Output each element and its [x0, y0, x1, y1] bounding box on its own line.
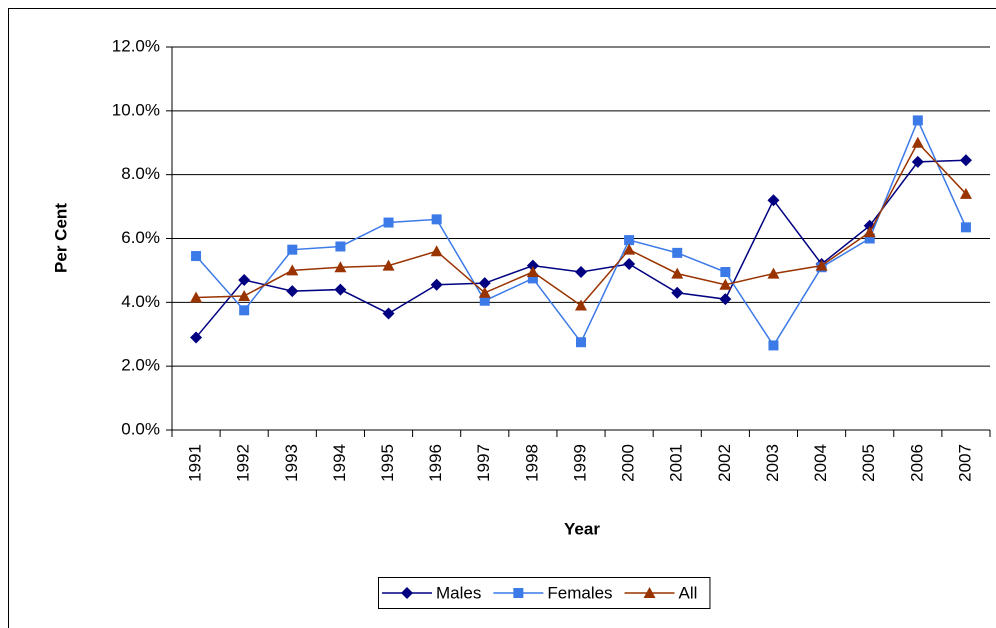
marker	[575, 299, 587, 311]
marker	[239, 305, 250, 316]
marker	[478, 286, 491, 298]
marker	[286, 264, 299, 276]
marker	[383, 217, 394, 228]
marker	[864, 233, 875, 244]
marker	[430, 278, 443, 291]
marker	[334, 261, 347, 273]
x-tick-label: 2002	[715, 444, 734, 482]
x-tick-label: 2006	[907, 444, 926, 482]
marker	[671, 286, 684, 299]
marker	[479, 295, 490, 306]
x-tick-label: 2007	[955, 444, 974, 482]
y-axis-title: Per Cent	[51, 203, 70, 273]
x-tick-label: 1993	[282, 444, 301, 482]
marker	[720, 267, 731, 278]
marker	[382, 259, 395, 271]
y-tick-label: 6.0%	[121, 228, 160, 247]
marker	[768, 340, 779, 351]
marker	[238, 289, 251, 301]
marker	[575, 266, 587, 279]
marker	[526, 259, 539, 272]
legend-label: Females	[547, 583, 612, 602]
y-tick-label: 0.0%	[121, 419, 160, 438]
legend-label: All	[679, 583, 698, 602]
marker	[527, 273, 538, 284]
marker	[767, 267, 780, 279]
marker	[767, 194, 780, 207]
marker	[190, 291, 203, 303]
x-tick-label: 1998	[522, 444, 541, 482]
marker	[190, 331, 203, 344]
legend: Males Females All	[378, 577, 711, 609]
marker	[335, 241, 346, 252]
x-tick-label: 2003	[763, 444, 782, 482]
y-tick-label: 12.0%	[112, 36, 160, 55]
x-tick-label: 2004	[811, 444, 830, 482]
series-line	[195, 118, 967, 347]
y-tick-label: 8.0%	[121, 164, 160, 183]
marker	[719, 293, 732, 306]
marker	[863, 226, 876, 238]
marker	[382, 307, 395, 320]
marker	[624, 235, 635, 246]
y-tick-label: 2.0%	[121, 356, 160, 375]
x-tick-label: 2005	[859, 444, 878, 482]
marker	[191, 251, 202, 262]
x-tick-label: 1996	[426, 444, 445, 482]
y-tick-label: 4.0%	[121, 292, 160, 311]
chart-border	[8, 8, 996, 628]
marker	[431, 214, 442, 225]
x-tick-label: 1995	[378, 444, 397, 482]
x-tick-label: 1991	[186, 444, 205, 482]
marker	[863, 219, 876, 232]
x-tick-label: 1994	[330, 444, 349, 482]
x-tick-label: 1999	[570, 444, 589, 482]
marker	[623, 243, 636, 255]
marker	[526, 266, 539, 278]
marker	[478, 277, 491, 290]
x-tick-label: 2000	[619, 444, 638, 482]
x-tick-label: 2001	[667, 444, 686, 482]
marker	[286, 285, 299, 298]
marker	[430, 245, 443, 257]
marker	[912, 115, 923, 126]
legend-marker	[643, 587, 656, 598]
marker	[334, 283, 347, 296]
marker	[815, 259, 828, 271]
marker	[719, 278, 732, 290]
marker	[287, 244, 298, 255]
marker	[576, 337, 586, 348]
marker	[623, 258, 636, 271]
marker	[960, 222, 971, 233]
marker	[911, 155, 924, 168]
marker	[672, 247, 683, 258]
x-tick-label: 1992	[234, 444, 253, 482]
legend-marker	[401, 587, 413, 599]
marker	[238, 273, 251, 286]
x-axis-title: Year	[564, 519, 600, 538]
marker	[911, 136, 924, 148]
legend-marker	[513, 588, 524, 598]
marker	[959, 154, 972, 167]
x-tick-label: 1997	[474, 444, 493, 482]
marker	[671, 267, 684, 279]
series-line	[196, 141, 967, 307]
legend-label: Males	[436, 583, 481, 602]
y-tick-label: 10.0%	[112, 100, 160, 119]
marker	[959, 187, 972, 199]
